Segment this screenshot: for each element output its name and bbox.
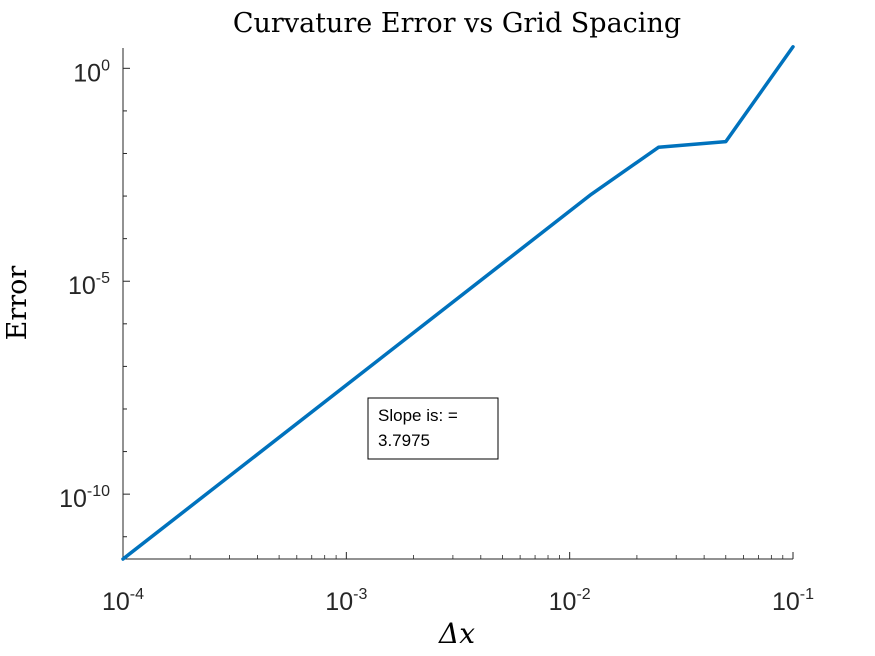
annotation-line-2: 3.7975 <box>378 431 430 450</box>
annotation-box <box>367 397 499 460</box>
chart-title: Curvature Error vs Grid Spacing <box>233 8 681 39</box>
x-tick-label: 10-4 <box>102 586 144 616</box>
y-tick-label: 100 <box>73 57 110 87</box>
annotation-line-1: Slope is: = <box>378 406 458 425</box>
x-tick-label: 10-2 <box>549 586 591 616</box>
y-tick-label: 10-10 <box>59 483 110 513</box>
y-tick-label: 10-5 <box>68 270 110 300</box>
axis-ticks <box>122 67 794 559</box>
series-layer <box>121 45 795 561</box>
series-line <box>121 45 795 561</box>
x-axis-label: Δx <box>438 617 475 650</box>
x-tick-label: 10-1 <box>772 586 814 616</box>
x-tick-label: 10-3 <box>325 586 367 616</box>
plot-area: 10-4 10-3 10-2 10-1 10-10 10-5 100 <box>59 45 814 616</box>
slope-annotation: Slope is: = 3.7975 <box>367 397 499 460</box>
tick-labels: 10-4 10-3 10-2 10-1 10-10 10-5 100 <box>59 57 814 616</box>
y-axis-label: Error <box>2 266 33 341</box>
